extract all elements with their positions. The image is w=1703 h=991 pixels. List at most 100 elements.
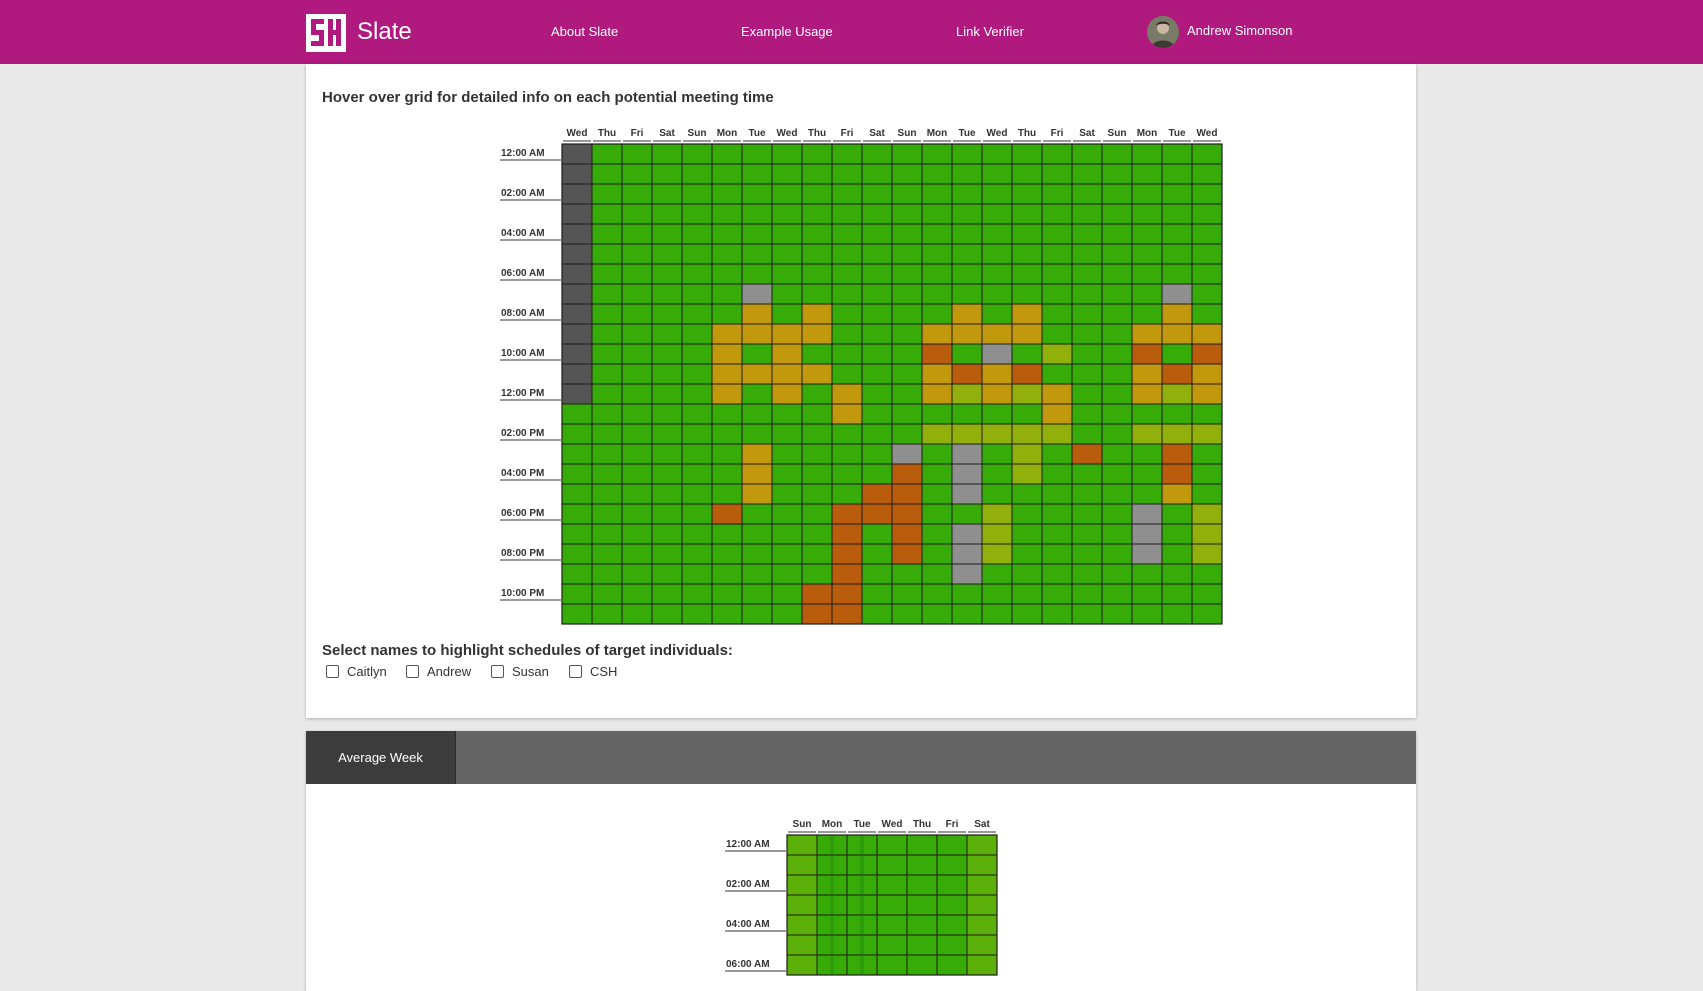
grid-cell[interactable] [681,463,713,485]
grid-cell[interactable] [1101,303,1133,325]
grid-cell[interactable] [1161,403,1193,425]
grid-cell[interactable] [681,223,713,245]
grid-cell[interactable] [711,543,743,565]
grid-cell[interactable] [921,383,953,405]
grid-cell[interactable] [1071,303,1103,325]
grid-cell[interactable] [681,523,713,545]
grid-cell[interactable] [921,443,953,465]
grid-cell[interactable] [891,563,923,585]
grid-cell[interactable] [981,343,1013,365]
grid-cell[interactable] [981,543,1013,565]
grid-cell[interactable] [711,163,743,185]
grid-cell[interactable] [1041,183,1073,205]
grid-cell[interactable] [831,483,863,505]
grid-cell[interactable] [876,854,908,876]
slate-logo-icon[interactable] [306,14,346,52]
grid-cell[interactable] [831,503,863,525]
grid-cell[interactable] [561,263,593,285]
grid-cell[interactable] [711,383,743,405]
grid-cell[interactable] [831,423,863,445]
grid-cell[interactable] [966,934,998,956]
grid-cell[interactable] [561,303,593,325]
grid-cell[interactable] [801,203,833,225]
grid-cell[interactable] [771,143,803,165]
grid-cell[interactable] [981,483,1013,505]
grid-cell[interactable] [801,383,833,405]
grid-cell[interactable] [561,363,593,385]
grid-cell[interactable] [1191,523,1223,545]
grid-cell[interactable] [1101,343,1133,365]
grid-cell[interactable] [981,263,1013,285]
grid-cell[interactable] [951,243,983,265]
grid-cell[interactable] [1041,383,1073,405]
grid-cell[interactable] [891,223,923,245]
grid-cell[interactable] [711,323,743,345]
grid-cell[interactable] [1071,243,1103,265]
grid-cell[interactable] [771,283,803,305]
grid-cell[interactable] [831,443,863,465]
grid-cell[interactable] [1101,323,1133,345]
grid-cell[interactable] [711,243,743,265]
grid-cell[interactable] [1071,523,1103,545]
grid-cell[interactable] [951,223,983,245]
grid-cell[interactable] [711,483,743,505]
grid-cell[interactable] [1071,283,1103,305]
grid-cell[interactable] [711,603,743,625]
grid-cell[interactable] [711,423,743,445]
grid-cell[interactable] [681,583,713,605]
grid-cell[interactable] [681,303,713,325]
grid-cell[interactable] [921,303,953,325]
grid-cell[interactable] [591,243,623,265]
grid-cell[interactable] [906,934,938,956]
grid-cell[interactable] [621,543,653,565]
grid-cell[interactable] [561,583,593,605]
grid-cell[interactable] [1131,263,1163,285]
grid-cell[interactable] [891,143,923,165]
grid-cell[interactable] [906,834,938,856]
grid-cell[interactable] [681,343,713,365]
grid-cell[interactable] [831,243,863,265]
grid-cell[interactable] [651,443,683,465]
grid-cell[interactable] [1131,443,1163,465]
grid-cell[interactable] [621,603,653,625]
grid-cell[interactable] [741,403,773,425]
grid-cell[interactable] [711,443,743,465]
grid-cell[interactable] [786,954,818,976]
grid-cell[interactable] [1131,203,1163,225]
grid-cell[interactable] [1101,163,1133,185]
grid-cell[interactable] [831,183,863,205]
grid-cell[interactable] [711,363,743,385]
grid-cell[interactable] [801,343,833,365]
grid-cell[interactable] [1161,163,1193,185]
grid-cell[interactable] [1041,203,1073,225]
grid-cell[interactable] [591,343,623,365]
grid-cell[interactable] [981,183,1013,205]
grid-cell[interactable] [1071,543,1103,565]
checkbox-csh[interactable]: CSH [569,664,617,679]
grid-cell[interactable] [831,143,863,165]
checkbox-square[interactable] [569,665,582,678]
grid-cell[interactable] [1011,263,1043,285]
grid-cell[interactable] [651,283,683,305]
grid-cell[interactable] [1011,383,1043,405]
grid-cell[interactable] [981,523,1013,545]
grid-cell[interactable] [771,603,803,625]
grid-cell[interactable] [1071,203,1103,225]
grid-cell[interactable] [561,403,593,425]
grid-cell[interactable] [861,323,893,345]
grid-cell[interactable] [831,603,863,625]
grid-cell[interactable] [741,183,773,205]
grid-cell[interactable] [591,203,623,225]
grid-cell[interactable] [1131,343,1163,365]
grid-cell[interactable] [741,603,773,625]
grid-cell[interactable] [651,243,683,265]
grid-cell[interactable] [771,543,803,565]
grid-cell[interactable] [801,143,833,165]
grid-cell[interactable] [1101,383,1133,405]
grid-cell[interactable] [1191,603,1223,625]
grid-cell[interactable] [1011,163,1043,185]
grid-cell[interactable] [1071,163,1103,185]
grid-cell[interactable] [1011,403,1043,425]
grid-cell[interactable] [936,954,968,976]
grid-cell[interactable] [966,894,998,916]
